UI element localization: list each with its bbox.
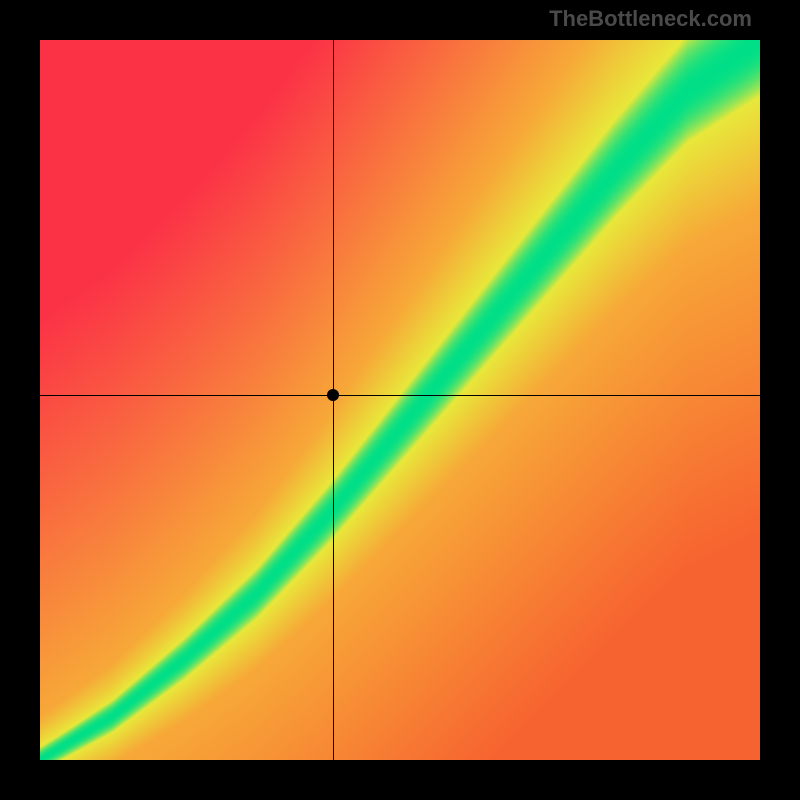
crosshair-marker [327,389,339,401]
watermark-text: TheBottleneck.com [549,6,752,32]
bottleneck-heatmap [40,40,760,760]
crosshair-horizontal [40,395,760,396]
heatmap-canvas [40,40,760,760]
